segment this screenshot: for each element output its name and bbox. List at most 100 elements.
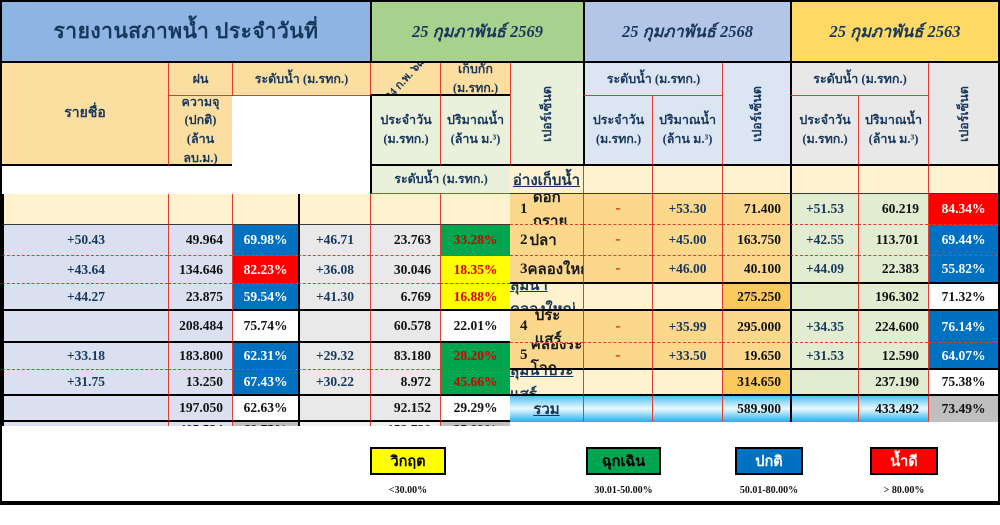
percent-2568: 82.23% bbox=[232, 256, 298, 284]
percent-2563: 33.28% bbox=[440, 225, 510, 256]
col-header-volume-2569: ปริมาณน้ำ (ล้าน ม.³) bbox=[440, 96, 510, 166]
percent-2569: 55.82% bbox=[928, 256, 998, 284]
col-header-rain: ฝน bbox=[168, 63, 232, 96]
empty-cell bbox=[583, 396, 652, 422]
report-frame: รายงานสภาพน้ำ ประจำวันที่ 25 กุมภาพันธ์ … bbox=[0, 0, 1000, 505]
rain-value: - bbox=[583, 311, 652, 343]
percent-2569: 76.14% bbox=[928, 311, 998, 343]
daily-level-2568: +43.64 bbox=[2, 256, 168, 284]
percent-2568: 62.63% bbox=[232, 396, 298, 422]
percent-2568: 67.43% bbox=[232, 370, 298, 396]
rain-date-label: 24 ก.พ. ๖๙ bbox=[383, 63, 428, 96]
percent-2568: 59.54% bbox=[232, 284, 298, 311]
volume-2568: 134.646 bbox=[168, 256, 232, 284]
volume-2568: 49.964 bbox=[168, 225, 232, 256]
empty-cell bbox=[652, 370, 722, 396]
empty-cell bbox=[652, 166, 722, 194]
volume-2569: 196.302 bbox=[858, 284, 928, 311]
capacity-value: 589.900 bbox=[722, 396, 790, 422]
daily-level-2563: +46.71 bbox=[298, 225, 370, 256]
volume-2569: 237.190 bbox=[858, 370, 928, 396]
daily-level-2569: +34.35 bbox=[790, 311, 858, 343]
volume-2568: 208.484 bbox=[168, 311, 232, 343]
basin-label: ลุ่มน้ำประแสร์ bbox=[510, 370, 583, 396]
daily-level-2569: +44.09 bbox=[790, 256, 858, 284]
storage-level: +45.00 bbox=[652, 225, 722, 256]
basin-label: ลุ่มน้ำคลองใหญ่ bbox=[510, 284, 583, 311]
volume-2563: 83.180 bbox=[370, 343, 440, 370]
capacity-value: 40.100 bbox=[722, 256, 790, 284]
volume-2563: 6.769 bbox=[370, 284, 440, 311]
col-header-daily-2568: ประจำวัน (ม.รทก.) bbox=[583, 96, 652, 166]
empty-cell bbox=[168, 194, 232, 225]
percent-2569: 84.34% bbox=[928, 194, 998, 225]
empty-cell bbox=[790, 370, 858, 396]
volume-2563: 8.972 bbox=[370, 370, 440, 396]
capacity-value: 71.400 bbox=[722, 194, 790, 225]
legend-range-crisis: <30.00% bbox=[388, 485, 428, 496]
empty-cell bbox=[652, 396, 722, 422]
col-header-storage: เก็บกัก (ม.รทก.) bbox=[440, 63, 510, 96]
rain-value: - bbox=[583, 343, 652, 370]
col-header-level-left: ระดับน้ำ (ม.รทก.) bbox=[232, 63, 370, 96]
empty-cell bbox=[440, 194, 510, 225]
water-report-table: รายงานสภาพน้ำ ประจำวันที่ 25 กุมภาพันธ์ … bbox=[2, 2, 998, 438]
empty-cell bbox=[583, 166, 652, 194]
col-header-percent-2568: เปอร์เซ็นต bbox=[722, 63, 790, 166]
empty-cell bbox=[790, 284, 858, 311]
percent-2569: 64.07% bbox=[928, 343, 998, 370]
empty-cell bbox=[2, 396, 168, 422]
date-header-2568: 25 กุมภาพันธ์ 2568 bbox=[583, 2, 790, 63]
col-header-name: รายชื่อ bbox=[2, 63, 168, 166]
daily-level-2568: +31.75 bbox=[2, 370, 168, 396]
percent-2563: 28.20% bbox=[440, 343, 510, 370]
col-header-capacity: ความจุ (ปกติ) (ล้าน ลบ.ม.) bbox=[168, 96, 232, 166]
percent-2569: 71.32% bbox=[928, 284, 998, 311]
status-legend: วิกฤต <30.00% ฉุกเฉิน 30.01-50.00% ปกติ … bbox=[2, 426, 998, 501]
reservoir-name: 4 ประแสร์ bbox=[510, 311, 583, 343]
daily-level-2568: +44.27 bbox=[2, 284, 168, 311]
percent-2569: 69.44% bbox=[928, 225, 998, 256]
col-header-level-2563: ระดับน้ำ (ม.รทก.) bbox=[790, 63, 928, 96]
daily-level-2563: +41.30 bbox=[298, 284, 370, 311]
empty-cell bbox=[652, 284, 722, 311]
col-header-daily-2569: ประจำวัน (ม.รทก.) bbox=[370, 96, 440, 166]
volume-2569: 224.600 bbox=[858, 311, 928, 343]
percent-2568: 75.74% bbox=[232, 311, 298, 343]
section-label: อ่างเก็บน้ำ bbox=[510, 166, 583, 194]
legend-range-good: > 80.00% bbox=[883, 485, 925, 496]
percent-2563: 18.35% bbox=[440, 256, 510, 284]
rain-value: - bbox=[583, 194, 652, 225]
report-title: รายงานสภาพน้ำ ประจำวันที่ bbox=[2, 2, 370, 63]
col-header-level-2569: ระดับน้ำ (ม.รทก.) bbox=[370, 166, 510, 194]
empty-cell bbox=[858, 166, 928, 194]
storage-level: +46.00 bbox=[652, 256, 722, 284]
volume-2563: 23.763 bbox=[370, 225, 440, 256]
empty-cell bbox=[232, 194, 298, 225]
capacity-value: 163.750 bbox=[722, 225, 790, 256]
percent-2568: 69.98% bbox=[232, 225, 298, 256]
legend-box-good: น้ำดี bbox=[870, 447, 938, 475]
volume-2568: 197.050 bbox=[168, 396, 232, 422]
percent-2569: 73.49% bbox=[928, 396, 998, 422]
capacity-value: 314.650 bbox=[722, 370, 790, 396]
empty-cell bbox=[583, 370, 652, 396]
rain-value: - bbox=[583, 256, 652, 284]
daily-level-2569: +31.53 bbox=[790, 343, 858, 370]
empty-cell bbox=[298, 194, 370, 225]
total-label: รวม bbox=[510, 396, 583, 422]
volume-2569: 12.590 bbox=[858, 343, 928, 370]
legend-range-normal: 50.01-80.00% bbox=[739, 485, 799, 496]
storage-level: +35.99 bbox=[652, 311, 722, 343]
empty-cell bbox=[2, 194, 168, 225]
volume-2569: 22.383 bbox=[858, 256, 928, 284]
legend-range-emergency: 30.01-50.00% bbox=[594, 485, 653, 496]
legend-box-emergency: ฉุกเฉิน bbox=[586, 447, 661, 475]
reservoir-name: 5 คลองระโอก bbox=[510, 343, 583, 370]
percent-2568: 62.31% bbox=[232, 343, 298, 370]
empty-cell bbox=[370, 194, 440, 225]
date-header-2569: 25 กุมภาพันธ์ 2569 bbox=[370, 2, 583, 63]
reservoir-name: 3คลองใหญ่ bbox=[510, 256, 583, 284]
volume-2569: 113.701 bbox=[858, 225, 928, 256]
